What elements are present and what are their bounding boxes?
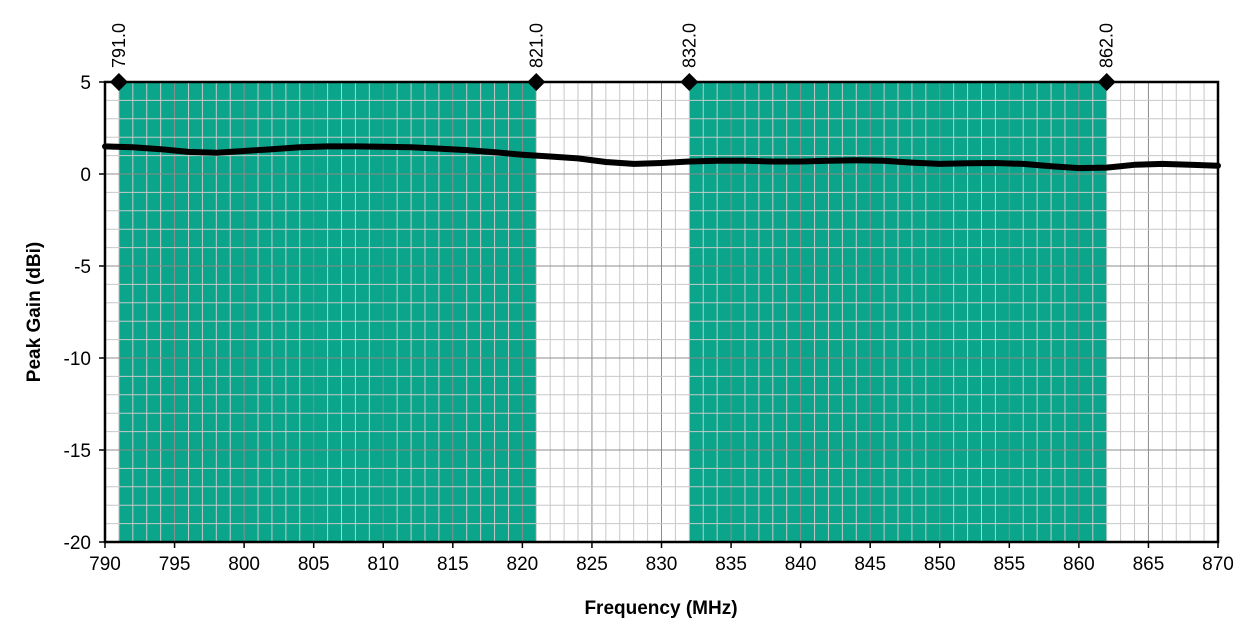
x-tick-label: 820 <box>507 554 539 575</box>
x-tick-label: 815 <box>437 554 469 575</box>
x-axis-tick-labels: 790 795 800 805 810 815 820 825 830 835 840 845 850 8… <box>89 542 1234 575</box>
marker-diamond <box>680 73 699 91</box>
x-tick-label: 835 <box>715 554 747 575</box>
marker-label: 862.0 <box>1097 23 1117 68</box>
x-tick-label: 790 <box>89 554 121 575</box>
x-tick-label: 830 <box>646 554 678 575</box>
x-tick-label: 855 <box>993 554 1025 575</box>
marker-diamond <box>527 73 546 91</box>
y-tick-label: 0 <box>80 165 91 186</box>
band-markers: 791.0 821.0 832.0 862.0 <box>109 23 1117 91</box>
marker-label: 791.0 <box>109 23 129 68</box>
marker-diamond <box>109 73 128 91</box>
y-tick-label: -15 <box>64 441 91 462</box>
x-axis-title: Frequency (MHz) <box>584 598 737 619</box>
x-tick-label: 845 <box>854 554 886 575</box>
marker-diamond <box>1097 73 1116 91</box>
x-tick-label: 860 <box>1063 554 1095 575</box>
x-tick-label: 850 <box>924 554 956 575</box>
x-tick-label: 825 <box>576 554 608 575</box>
x-tick-label: 870 <box>1202 554 1234 575</box>
y-axis-title: Peak Gain (dBi) <box>24 242 45 382</box>
marker-label: 821.0 <box>526 23 546 68</box>
marker-label: 832.0 <box>679 23 699 68</box>
x-tick-label: 805 <box>298 554 330 575</box>
x-tick-label: 840 <box>785 554 817 575</box>
y-tick-label: 5 <box>80 73 91 94</box>
y-tick-label: -20 <box>64 533 91 554</box>
series-line-1 <box>102 143 1221 172</box>
y-tick-label: -10 <box>64 349 91 370</box>
x-tick-label: 795 <box>159 554 191 575</box>
x-tick-label: 810 <box>367 554 399 575</box>
x-tick-label: 800 <box>228 554 260 575</box>
y-axis-tick-labels: 5 0 -5 -10 -15 -20 <box>64 73 105 554</box>
x-tick-label: 865 <box>1133 554 1165 575</box>
y-tick-label: -5 <box>74 257 91 278</box>
series <box>102 143 1221 172</box>
